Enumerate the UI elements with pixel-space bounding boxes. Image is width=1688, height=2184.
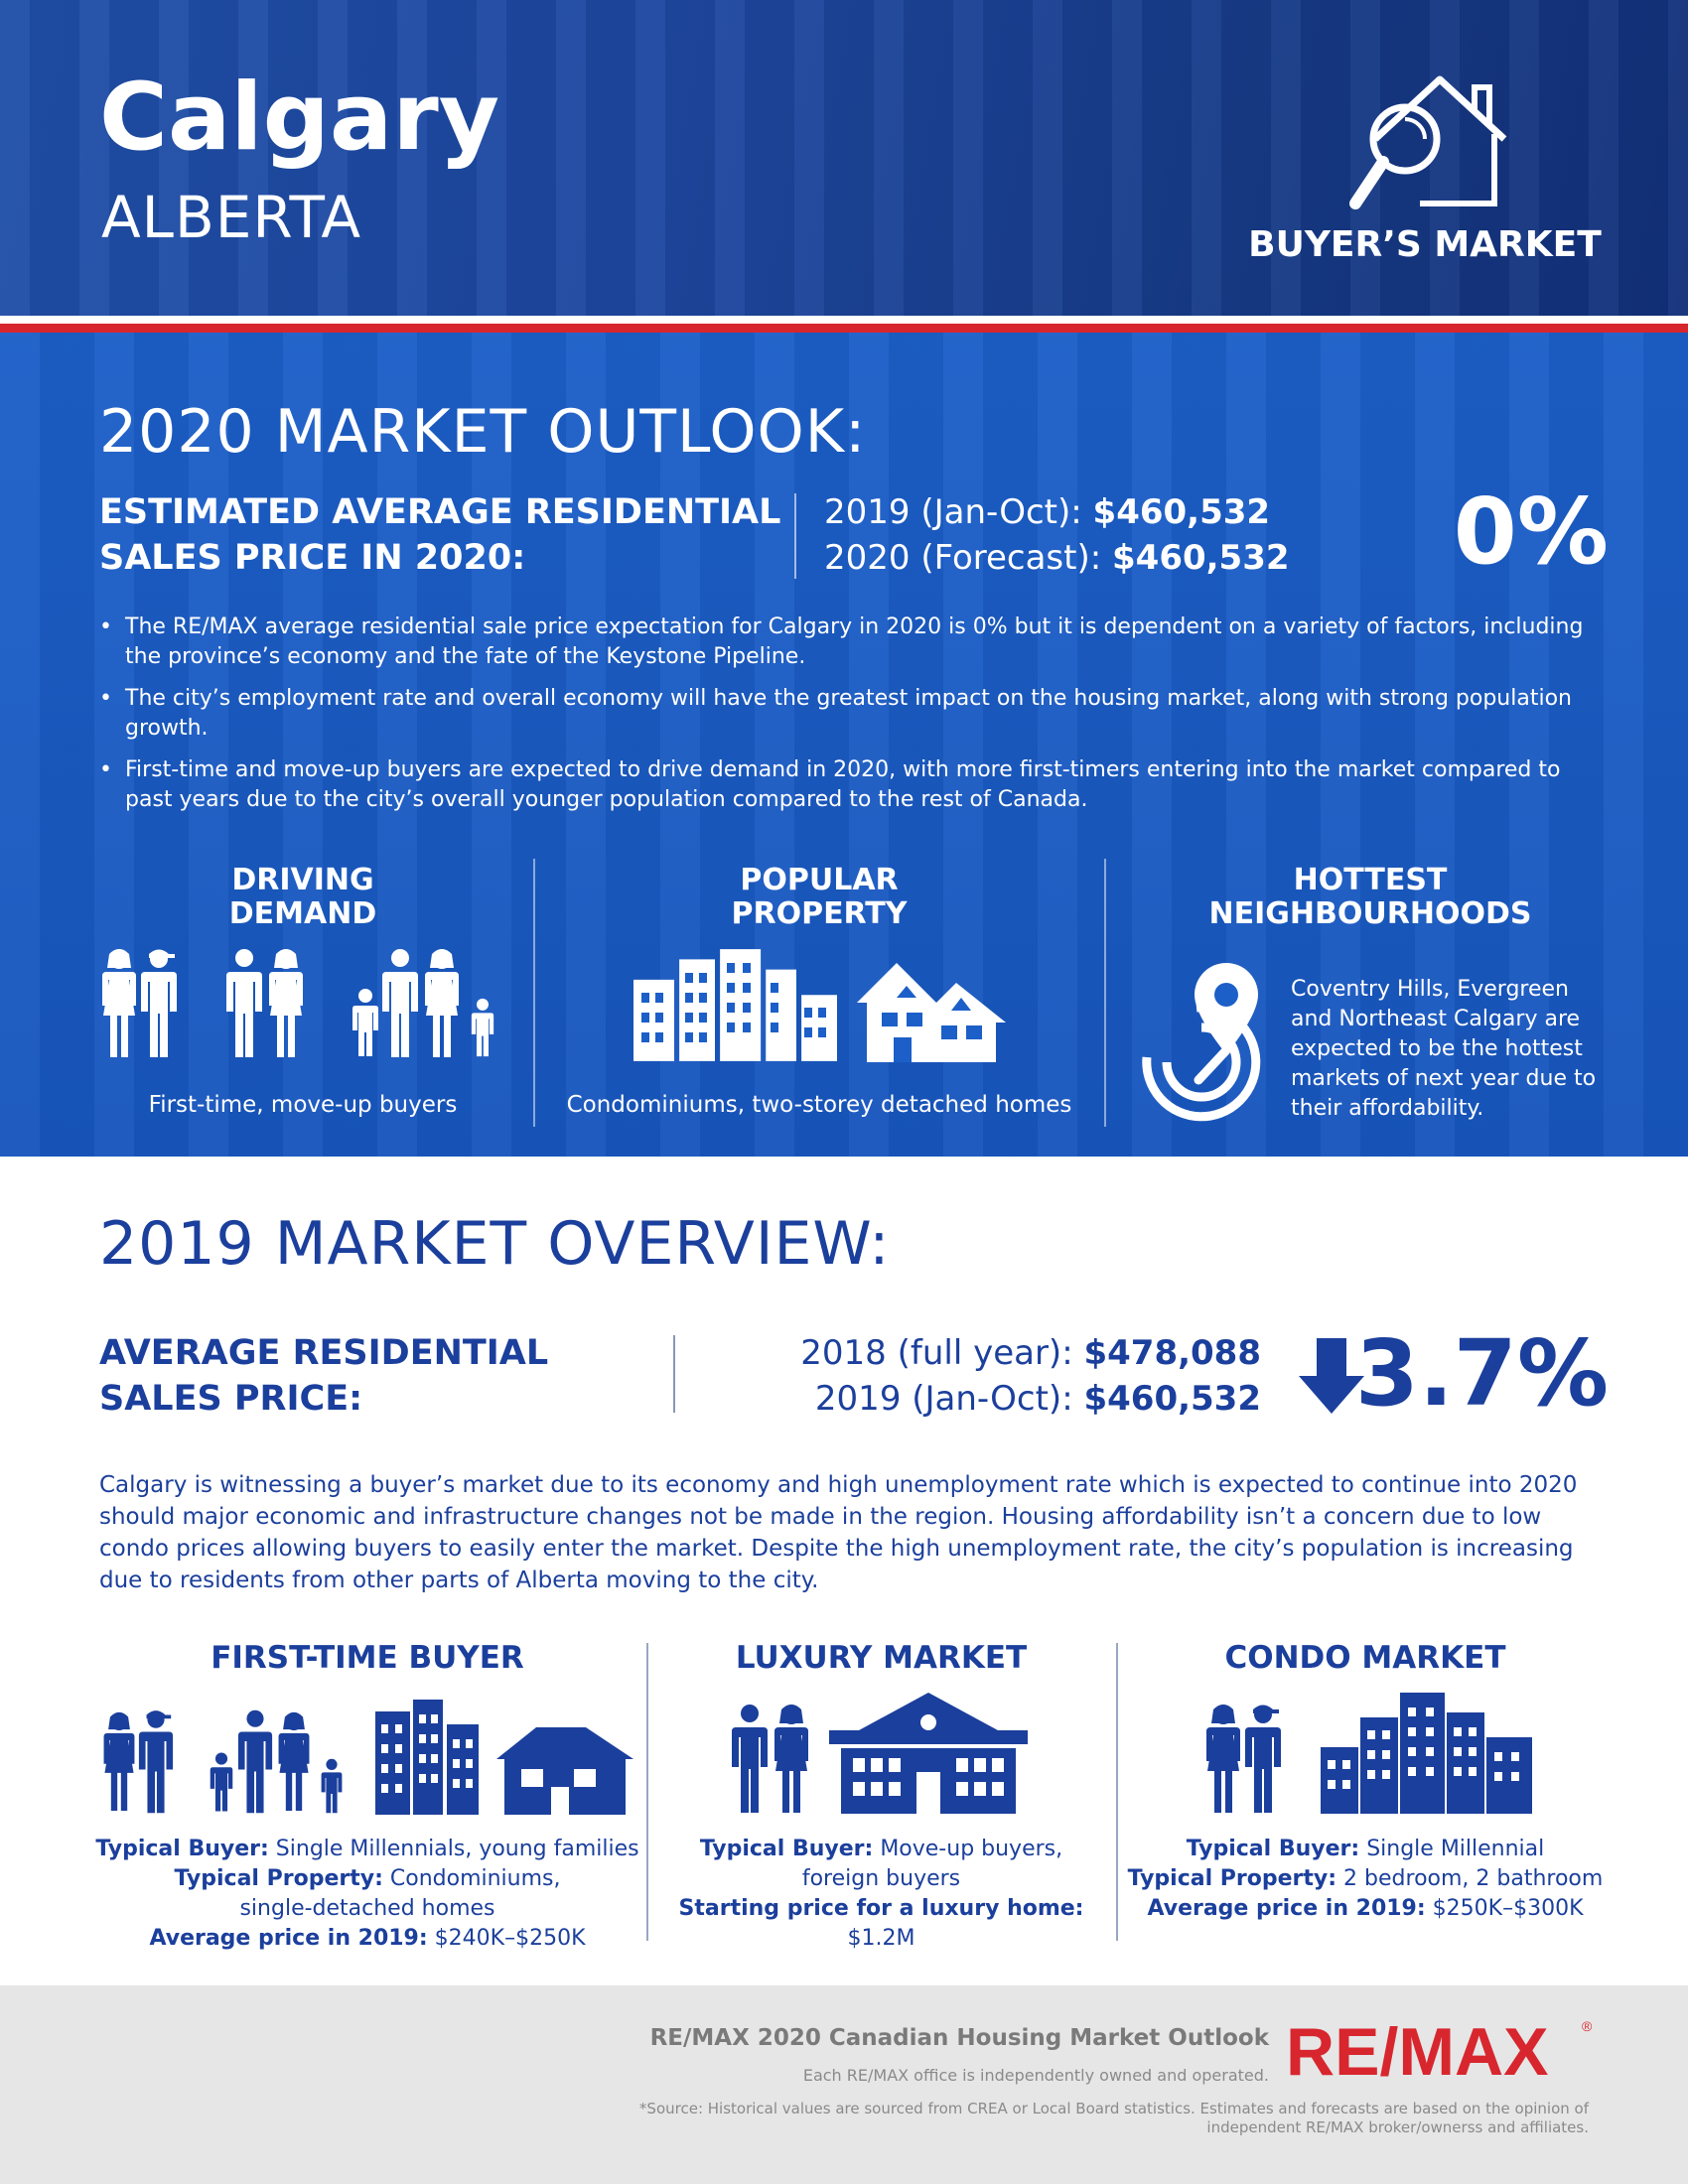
footer bbox=[0, 1985, 1688, 2184]
column-divider bbox=[533, 859, 535, 1127]
outlook-bullets: The RE/MAX average residential sale pric… bbox=[99, 613, 1599, 827]
bullet-item: The RE/MAX average residential sale pric… bbox=[99, 613, 1599, 672]
detail-label: Typical Property: bbox=[1127, 1866, 1337, 1891]
label-line: SALES PRICE: bbox=[99, 1379, 363, 1419]
down-arrow-icon bbox=[1299, 1338, 1364, 1414]
first-time-buyer-icon bbox=[103, 1700, 633, 1815]
luxury-market-title: LUXURY MARKET bbox=[735, 1640, 1028, 1676]
segment-divider bbox=[1116, 1643, 1118, 1941]
luxury-market-icon bbox=[732, 1693, 1028, 1814]
row-label: 2019 (Jan-Oct): bbox=[824, 492, 1082, 532]
remax-logo-text: RE/MAX bbox=[1286, 2015, 1548, 2085]
average-price-change: 3.7% bbox=[1291, 1328, 1609, 1428]
popular-property-caption: Condominiums, two-storey detached homes bbox=[566, 1092, 1072, 1118]
title-line: DRIVING bbox=[231, 863, 374, 897]
title-line: POPULAR bbox=[740, 863, 899, 897]
hottest-neighbourhoods-text: Coventry Hills, Evergreen and Northeast … bbox=[1291, 977, 1597, 1121]
row-label: 2019 (Jan-Oct): bbox=[814, 1379, 1073, 1419]
first-time-buyer-title: FIRST-TIME BUYER bbox=[211, 1640, 524, 1676]
province-title: ALBERTA bbox=[101, 184, 362, 251]
detail-label: Typical Buyer: bbox=[1186, 1837, 1360, 1861]
title-line: HOTTEST bbox=[1293, 863, 1448, 897]
estimate-values: 2019 (Jan-Oct): $460,532 2020 (Forecast)… bbox=[824, 489, 1290, 581]
row-label: 2020 (Forecast): bbox=[824, 538, 1102, 578]
detail-value: $250K–$300K bbox=[1432, 1896, 1584, 1921]
condo-market-details: Typical Buyer: Single Millennial Typical… bbox=[1122, 1835, 1609, 1924]
estimate-label-line1: ESTIMATED AVERAGE RESIDENTIAL bbox=[99, 492, 781, 532]
detail-label: Starting price for a luxury home: bbox=[678, 1896, 1084, 1921]
footer-source-note: *Source: Historical values are sourced f… bbox=[638, 2100, 1589, 2136]
city-title: Calgary bbox=[99, 64, 499, 172]
detail-value: single-detached homes bbox=[239, 1896, 495, 1921]
detail-label: Typical Buyer: bbox=[699, 1837, 874, 1861]
detail-value: Single Millennials, young families bbox=[275, 1837, 639, 1861]
driving-demand-caption: First-time, move-up buyers bbox=[148, 1092, 458, 1118]
title-line: DEMAND bbox=[228, 896, 377, 931]
average-price-values: 2018 (full year): $478,088 2019 (Jan-Oct… bbox=[765, 1330, 1261, 1422]
first-time-buyer-details: Typical Buyer: Single Millennials, young… bbox=[89, 1835, 645, 1954]
buildings-icon bbox=[633, 949, 1006, 1062]
detail-value: Move-up buyers, bbox=[880, 1837, 1063, 1861]
detail-value: $240K–$250K bbox=[434, 1926, 586, 1951]
footer-subtitle: Each RE/MAX office is independently owne… bbox=[802, 2066, 1269, 2085]
average-price-label: AVERAGE RESIDENTIAL SALES PRICE: bbox=[99, 1330, 655, 1422]
column-divider bbox=[1104, 859, 1106, 1127]
detail-value: Single Millennial bbox=[1366, 1837, 1545, 1861]
detail-label: Average price in 2019: bbox=[1147, 1896, 1426, 1921]
hottest-neighbourhoods-title: HOTTEST NEIGHBOURHOODS bbox=[1132, 864, 1609, 931]
title-line: NEIGHBOURHOODS bbox=[1208, 896, 1532, 931]
outlook-section: 2020 MARKET OUTLOOK: ESTIMATED AVERAGE R… bbox=[0, 333, 1688, 1157]
estimate-divider bbox=[794, 493, 796, 579]
popular-property-title: POPULAR PROPERTY bbox=[556, 864, 1082, 931]
row-label: 2018 (full year): bbox=[800, 1333, 1073, 1373]
location-target-icon bbox=[1142, 963, 1261, 1122]
house-magnifier-icon bbox=[1349, 75, 1507, 209]
outlook-title: 2020 MARKET OUTLOOK: bbox=[99, 397, 867, 467]
detail-value: Condominiums, bbox=[389, 1866, 561, 1891]
svg-text:®: ® bbox=[1582, 2018, 1593, 2034]
overview-paragraph: Calgary is witnessing a buyer’s market d… bbox=[99, 1472, 1578, 1593]
row-value: $460,532 bbox=[1092, 492, 1271, 532]
market-type-label: BUYER’S MARKET bbox=[1248, 224, 1602, 265]
driving-demand-title: DRIVING DEMAND bbox=[99, 864, 506, 931]
detail-label: Typical Buyer: bbox=[95, 1837, 269, 1861]
row-value: $460,532 bbox=[1112, 538, 1290, 578]
label-line: AVERAGE RESIDENTIAL bbox=[99, 1333, 549, 1373]
average-price-divider bbox=[673, 1335, 675, 1413]
estimate-change: 0% bbox=[1453, 478, 1609, 585]
remax-logo: RE/MAX ® bbox=[1286, 2015, 1593, 2085]
row-value: $478,088 bbox=[1083, 1333, 1261, 1373]
family-icon bbox=[102, 949, 494, 1057]
detail-value: 2 bedroom, 2 bathroom bbox=[1343, 1866, 1604, 1891]
estimate-label-line2: SALES PRICE IN 2020: bbox=[99, 538, 526, 578]
detail-label: Typical Property: bbox=[174, 1866, 383, 1891]
row-value: $460,532 bbox=[1083, 1379, 1261, 1419]
overview-title: 2019 MARKET OVERVIEW: bbox=[99, 1209, 891, 1279]
detail-value: $1.2M bbox=[847, 1926, 915, 1951]
footer-title: RE/MAX 2020 Canadian Housing Market Outl… bbox=[649, 2025, 1269, 2051]
divider-stripe bbox=[0, 316, 1688, 324]
condo-market-title: CONDO MARKET bbox=[1224, 1640, 1506, 1676]
detail-label: Average price in 2019: bbox=[149, 1926, 428, 1951]
luxury-market-details: Typical Buyer: Move-up buyers, foreign b… bbox=[650, 1835, 1112, 1954]
title-line: PROPERTY bbox=[731, 896, 908, 931]
estimate-label: ESTIMATED AVERAGE RESIDENTIAL SALES PRIC… bbox=[99, 489, 794, 581]
bullet-item: The city’s employment rate and overall e… bbox=[99, 684, 1599, 744]
bullet-item: First-time and move-up buyers are expect… bbox=[99, 755, 1599, 815]
header-banner bbox=[0, 0, 1688, 316]
average-price-change-value: 3.7% bbox=[1354, 1320, 1609, 1427]
divider-stripe-red bbox=[0, 324, 1688, 333]
segment-divider bbox=[646, 1643, 648, 1941]
detail-value: foreign buyers bbox=[801, 1866, 961, 1891]
condo-market-icon bbox=[1206, 1693, 1532, 1814]
